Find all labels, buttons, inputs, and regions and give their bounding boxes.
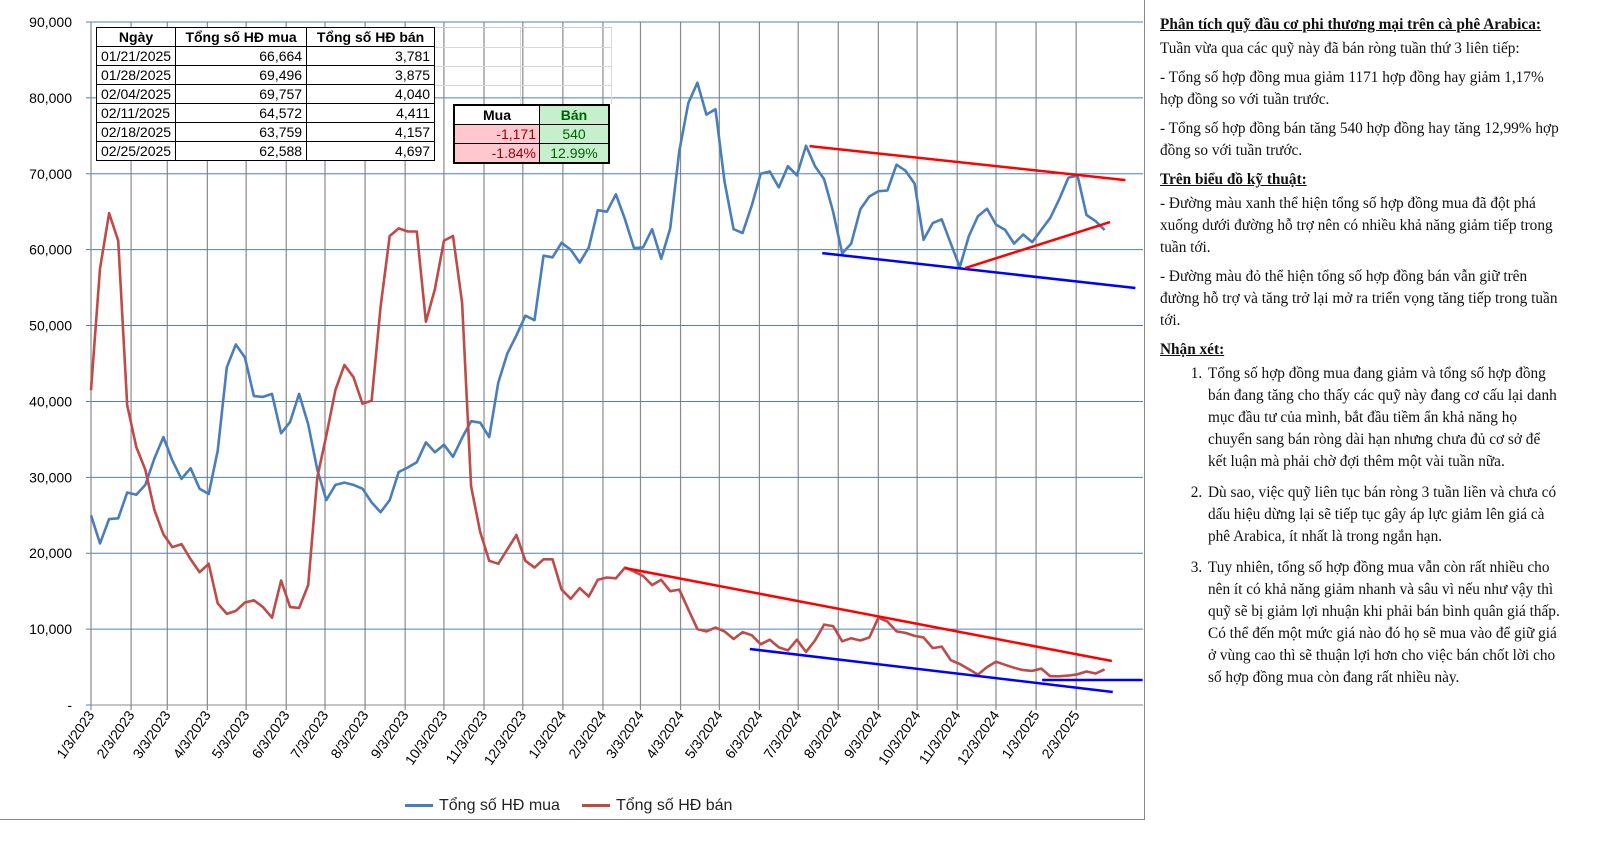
date-cell: 02/04/2025 [95, 84, 177, 104]
change-buy-pct: -1.84% [453, 143, 540, 164]
analysis-buy-change: - Tổng số hợp đồng mua giảm 1171 hợp đồn… [1160, 69, 1544, 108]
y-tick-label: 10,000 [29, 621, 72, 637]
header-date: Ngày [95, 27, 177, 47]
x-tick-label: 3/3/2023 [129, 707, 173, 761]
notes-list: Tổng số hợp đồng mua đang giảm và tổng s… [1160, 363, 1560, 689]
x-tick-label: 5/3/2023 [208, 707, 252, 761]
sell-cell: 4,157 [306, 122, 436, 142]
legend-label-sell: Tổng số HĐ bán [615, 797, 733, 814]
analysis-sell-change: - Tổng số hợp đồng bán tăng 540 hợp đồng… [1160, 120, 1559, 159]
analysis-title: Phân tích quỹ đầu cơ phi thương mại trên… [1160, 16, 1541, 33]
x-tick-label: 1/3/2024 [525, 707, 569, 761]
x-tick-label: 6/3/2023 [248, 707, 292, 761]
sell-cell: 4,411 [306, 103, 436, 123]
x-tick-label: 4/3/2024 [643, 707, 687, 761]
technical-buy: - Đường màu xanh thể hiện tổng số hợp đồ… [1160, 195, 1553, 256]
buy-cell: 66,664 [175, 46, 308, 66]
x-tick-label: 8/3/2023 [327, 707, 371, 761]
table-row: 02/11/2025 64,572 4,411 [95, 103, 436, 123]
legend-swatch-sell [581, 804, 610, 808]
note-item: Tổng số hợp đồng mua đang giảm và tổng s… [1206, 363, 1560, 473]
y-tick-label: 30,000 [29, 469, 72, 485]
y-tick-label: 50,000 [29, 318, 72, 334]
legend-item-sell: Tổng số HĐ bán [581, 797, 733, 815]
series-line-sell [89, 211, 1106, 678]
x-tick-label: 4/3/2023 [169, 707, 213, 761]
trendline-buy-resistance [809, 144, 1126, 182]
chart-legend: Tổng số HĐ mua Tổng số HĐ bán [405, 797, 732, 815]
x-tick-label: 2/3/2025 [1038, 707, 1082, 761]
change-sell-pct: 12.99% [539, 143, 610, 164]
trendline-sell-resistance [624, 566, 1113, 663]
y-tick-label: - [67, 697, 72, 713]
buy-cell: 63,759 [175, 122, 308, 142]
analysis-panel: Phân tích quỹ đầu cơ phi thương mại trên… [1160, 14, 1560, 698]
sell-cell: 3,781 [306, 46, 436, 66]
sell-cell: 3,875 [306, 65, 436, 85]
trendline-buy-rising-support [964, 220, 1111, 270]
table-header-row: Ngày Tổng số HĐ mua Tổng số HĐ bán [95, 27, 436, 47]
analysis-intro: Tuần vừa qua các quỹ này đã bán ròng tuầ… [1160, 40, 1520, 57]
y-tick-label: 90,000 [29, 14, 72, 30]
x-tick-label: 5/3/2024 [681, 707, 725, 761]
x-tick-label: 8/3/2024 [800, 707, 844, 761]
spreadsheet-empty-cells [430, 27, 612, 104]
x-tick-label: 1/3/2025 [998, 707, 1042, 761]
table-row: 01/21/2025 66,664 3,781 [95, 46, 436, 66]
header-buy: Tổng số HĐ mua [175, 27, 308, 47]
buy-cell: 64,572 [175, 103, 308, 123]
chart-frame [0, 0, 1145, 820]
x-tick-label: 6/3/2024 [721, 707, 765, 761]
sell-cell: 4,697 [306, 141, 436, 161]
trendline-buy-support [822, 251, 1136, 290]
technical-title: Trên biểu đồ kỹ thuật: [1160, 171, 1307, 188]
table-row: 02/18/2025 63,759 4,157 [95, 122, 436, 142]
change-buy-abs: -1,171 [453, 124, 540, 144]
weekly-change-table: Mua Bán -1,171 540 -1.84% 12.99% [453, 104, 610, 164]
weekly-data-table: Ngày Tổng số HĐ mua Tổng số HĐ bán 01/21… [95, 27, 436, 161]
y-tick-label: 80,000 [29, 90, 72, 106]
note-item: Dù sao, việc quỹ liên tục bán ròng 3 tuầ… [1206, 482, 1560, 548]
table-row: 02/04/2025 69,757 4,040 [95, 84, 436, 104]
table-row: 02/25/2025 62,588 4,697 [95, 141, 436, 161]
y-tick-label: 70,000 [29, 166, 72, 182]
buy-cell: 69,757 [175, 84, 308, 104]
x-tick-label: 7/3/2023 [287, 707, 331, 761]
buy-cell: 62,588 [175, 141, 308, 161]
date-cell: 02/25/2025 [95, 141, 177, 161]
change-buy-header: Mua [453, 104, 540, 125]
change-sell-abs: 540 [539, 124, 610, 144]
table-row: 01/28/2025 69,496 3,875 [95, 65, 436, 85]
sell-cell: 4,040 [306, 84, 436, 104]
header-sell: Tổng số HĐ bán [306, 27, 436, 47]
trendline-sell-support [749, 647, 1113, 694]
y-tick-label: 40,000 [29, 393, 72, 409]
line-chart: 1/3/20232/3/20233/3/20234/3/20235/3/2023… [29, 14, 1143, 768]
x-tick-label: 7/3/2024 [760, 707, 804, 761]
x-tick-label: 1/3/2023 [53, 707, 97, 761]
y-tick-label: 60,000 [29, 242, 72, 258]
buy-cell: 69,496 [175, 65, 308, 85]
technical-sell: - Đường màu đỏ thể hiện tổng số hợp đồng… [1160, 268, 1558, 329]
legend-swatch-buy [405, 804, 433, 808]
note-item: Tuy nhiên, tổng số hợp đồng mua vẫn còn … [1206, 557, 1560, 689]
date-cell: 02/18/2025 [95, 122, 177, 142]
legend-label-buy: Tổng số HĐ mua [439, 797, 560, 814]
notes-title: Nhận xét: [1160, 341, 1225, 358]
date-cell: 02/11/2025 [95, 103, 177, 123]
legend-item-buy: Tổng số HĐ mua [405, 797, 560, 815]
date-cell: 01/28/2025 [95, 65, 177, 85]
x-tick-label: 3/3/2024 [603, 707, 647, 761]
change-sell-header: Bán [539, 104, 610, 125]
y-tick-label: 20,000 [29, 545, 72, 561]
date-cell: 01/21/2025 [95, 46, 177, 66]
